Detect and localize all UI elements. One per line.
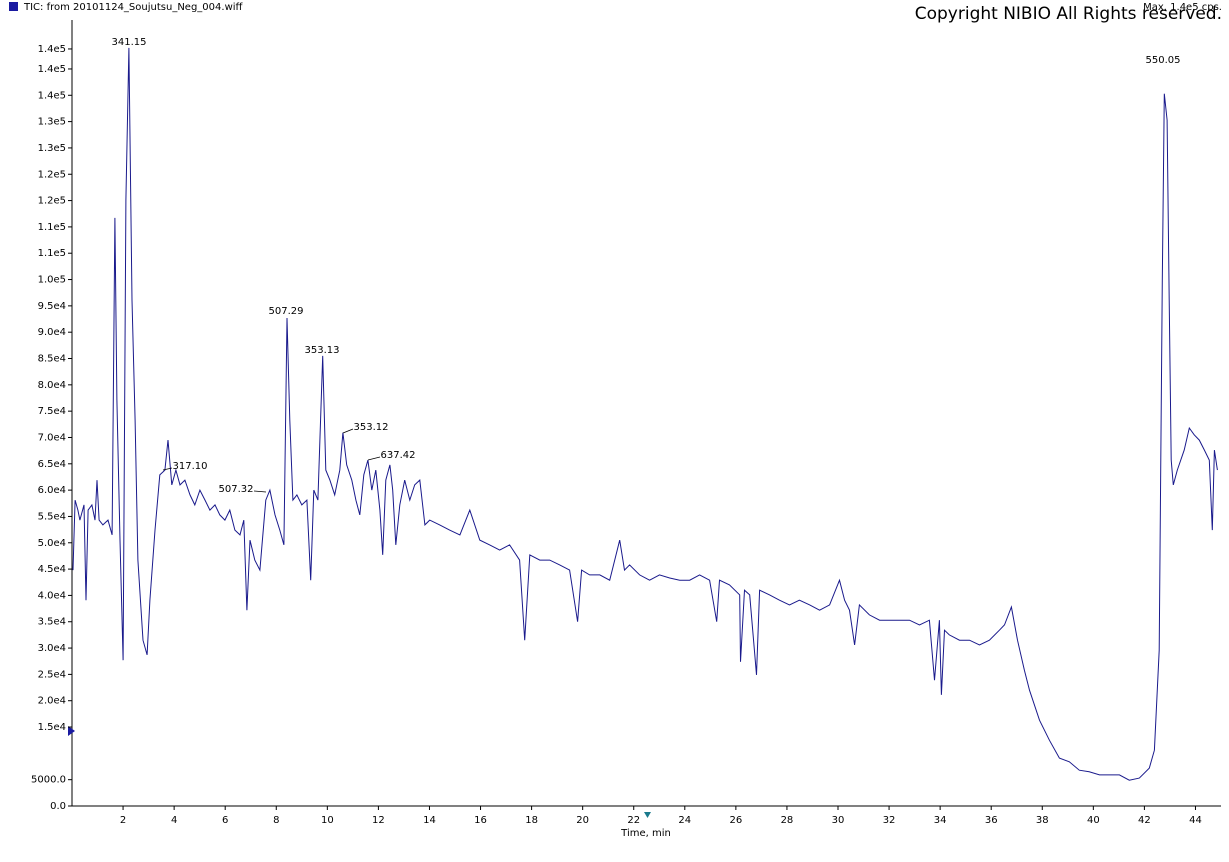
x-tick-label: 22	[627, 815, 640, 826]
y-tick-label: 7.5e4	[38, 406, 66, 417]
y-tick-label: 4.5e4	[38, 564, 66, 575]
x-tick-label: 18	[525, 815, 538, 826]
peak-label: 341.15	[112, 37, 147, 48]
x-tick-label: 20	[576, 815, 589, 826]
x-tick-label: 16	[474, 815, 487, 826]
y-tick-label: 8.0e4	[38, 380, 66, 391]
y-tick-label: 1.4e5	[38, 90, 66, 101]
x-tick-label: 8	[273, 815, 279, 826]
y-tick-label: 2.0e4	[38, 696, 66, 707]
chart-title: TIC: from 20101124_Soujutsu_Neg_004.wiff	[23, 2, 244, 13]
max-label: Max. 1.4e5 cps.	[1143, 2, 1222, 13]
y-marker	[68, 726, 75, 736]
y-tick-label: 5.5e4	[38, 511, 66, 522]
x-tick-label: 34	[934, 815, 947, 826]
x-tick-label: 30	[832, 815, 845, 826]
x-tick-label: 4	[171, 815, 177, 826]
y-tick-label: 3.0e4	[38, 643, 66, 654]
peak-leader	[162, 467, 173, 471]
legend-swatch	[9, 2, 18, 11]
y-tick-label: 1.0e5	[38, 275, 66, 286]
copyright: Copyright NIBIO All Rights reserved.	[915, 4, 1222, 24]
y-tick-label: 1.3e5	[38, 143, 66, 154]
peak-leader	[253, 490, 267, 493]
y-tick-label: 1.4e5	[38, 64, 66, 75]
y-tick-label: 0.0	[50, 801, 66, 812]
y-tick-label: 1.2e5	[38, 169, 66, 180]
y-tick-label: 6.5e4	[38, 459, 66, 470]
y-tick-label: 9.5e4	[38, 301, 66, 312]
peak-label: 353.13	[305, 345, 340, 356]
x-marker	[644, 812, 651, 818]
x-tick-label: 28	[781, 815, 794, 826]
x-tick-label: 32	[883, 815, 896, 826]
y-tick-label: 4.0e4	[38, 590, 66, 601]
y-tick-label: 1.3e5	[38, 117, 66, 128]
x-tick-label: 38	[1036, 815, 1049, 826]
y-tick-label: 1.1e5	[38, 248, 66, 259]
y-tick-label: 3.5e4	[38, 617, 66, 628]
y-tick-label: 5000.0	[31, 775, 66, 786]
x-tick-label: 36	[985, 815, 998, 826]
x-tick-label: 42	[1138, 815, 1151, 826]
y-tick-label: 6.0e4	[38, 485, 66, 496]
x-tick-label: 40	[1087, 815, 1100, 826]
y-tick-label: 1.5e4	[38, 722, 66, 733]
x-tick-label: 26	[729, 815, 742, 826]
peak-label: 353.12	[354, 422, 389, 433]
y-tick-label: 1.1e5	[38, 222, 66, 233]
y-tick-label: 5.0e4	[38, 538, 66, 549]
peak-label: 317.10	[173, 461, 208, 472]
y-tick-label: 9.0e4	[38, 327, 66, 338]
x-tick-label: 2	[120, 815, 126, 826]
peak-leader	[367, 456, 381, 461]
x-tick-label: 12	[372, 815, 385, 826]
peak-label: 550.05	[1146, 55, 1181, 66]
y-tick-label: 8.5e4	[38, 354, 66, 365]
y-tick-label: 1.2e5	[38, 196, 66, 207]
x-axis-label: Time, min	[620, 828, 671, 839]
peak-label: 507.29	[269, 306, 304, 317]
x-tick-label: 6	[222, 815, 228, 826]
y-tick-label: 1.4e5	[38, 44, 66, 55]
y-tick-label: 7.0e4	[38, 432, 66, 443]
peak-label: 637.42	[381, 450, 416, 461]
x-tick-label: 24	[678, 815, 691, 826]
y-tick-label: 2.5e4	[38, 669, 66, 680]
peak-label: 507.32	[219, 484, 254, 495]
x-tick-label: 10	[321, 815, 334, 826]
peak-leader	[342, 428, 354, 434]
trace	[72, 47, 1218, 781]
x-tick-label: 44	[1189, 815, 1202, 826]
x-tick-label: 14	[423, 815, 436, 826]
